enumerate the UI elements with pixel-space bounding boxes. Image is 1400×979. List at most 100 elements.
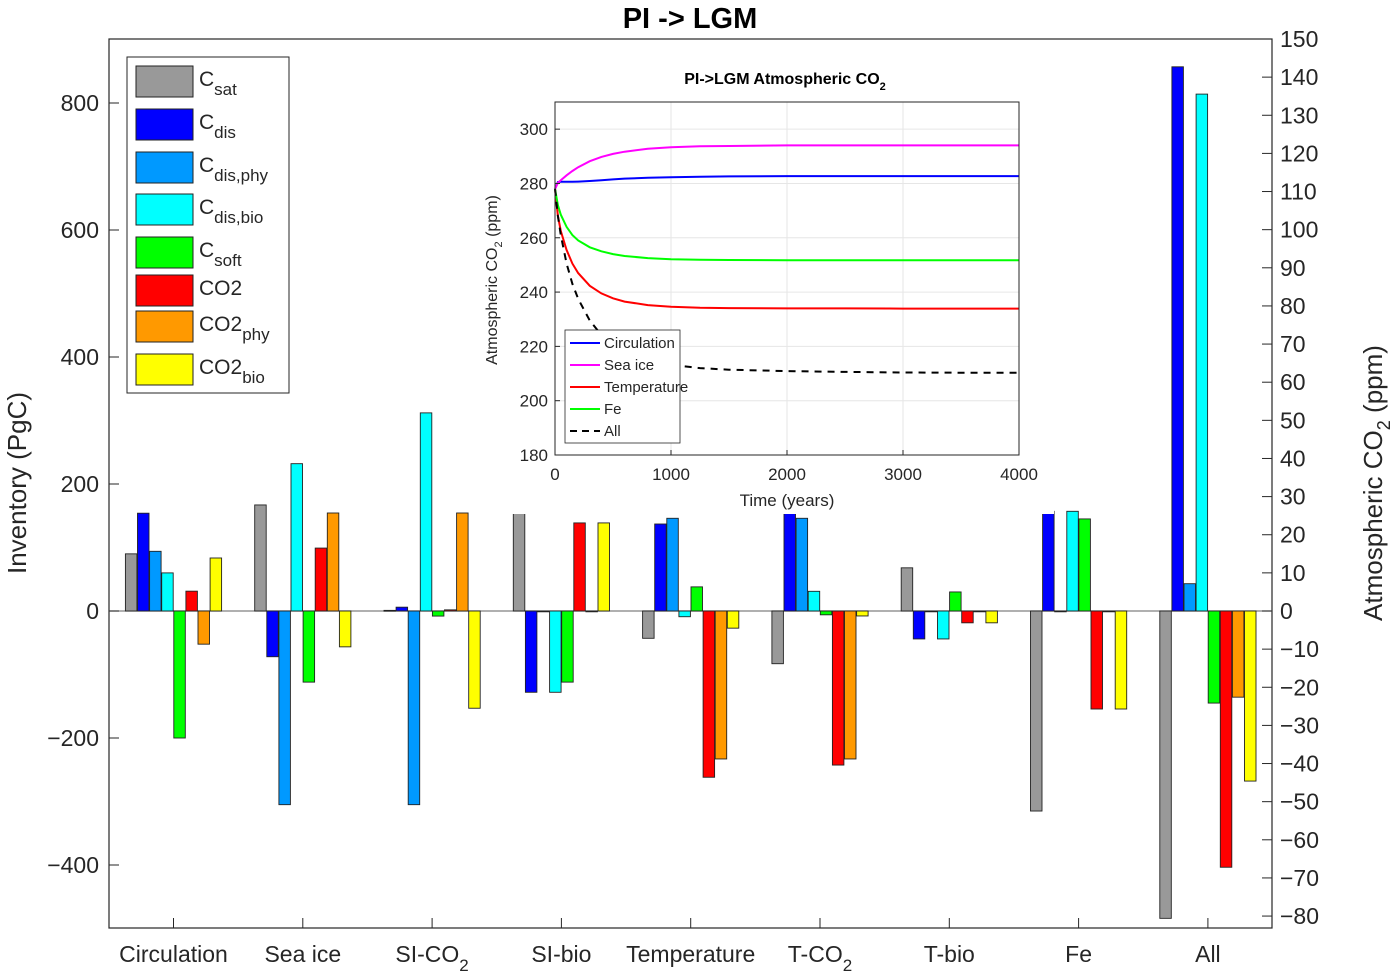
legend-label: Csat bbox=[199, 68, 237, 99]
inset-line-fe bbox=[554, 188, 1019, 262]
right-y-tick-label: 70 bbox=[1280, 331, 1306, 357]
x-tick-label-main: T-bio bbox=[924, 941, 975, 967]
right-y-tick-label: −70 bbox=[1280, 865, 1319, 891]
bar-co2 bbox=[444, 609, 457, 612]
inset-legend-label: Circulation bbox=[604, 335, 675, 352]
right-y-tick-label: 140 bbox=[1280, 64, 1318, 90]
bar-co2 bbox=[1219, 610, 1233, 868]
bar-co2phy bbox=[844, 610, 857, 760]
inset-y-tick-label: 200 bbox=[520, 392, 548, 411]
inset-line-circulation bbox=[554, 175, 1019, 190]
bar-co2 bbox=[185, 590, 198, 612]
right-y-tick-label: 100 bbox=[1280, 217, 1318, 243]
bar-co2bio bbox=[726, 610, 740, 629]
legend-label-sub: bio bbox=[242, 368, 265, 387]
inset-y-tick-label: 220 bbox=[520, 337, 548, 356]
bar-csat bbox=[771, 610, 784, 665]
x-tick-label: Temperature bbox=[626, 941, 755, 967]
right-y-tick-label: 20 bbox=[1280, 522, 1306, 548]
right-y-axis: −80 −70 −60 −50 −40 −30 −20 −10 0 10 20 30 40 50 60 70 8… bbox=[1262, 26, 1319, 929]
left-y-tick-label: −200 bbox=[47, 725, 99, 751]
inset-y-label-suffix: (ppm) bbox=[484, 195, 501, 241]
right-y-tick-label: −20 bbox=[1280, 674, 1319, 700]
left-y-axis-label: Inventory (PgC) bbox=[2, 392, 32, 574]
x-tick-label: Sea ice bbox=[264, 941, 341, 967]
legend-label-sub: dis,bio bbox=[214, 208, 263, 227]
bar-csat bbox=[1159, 610, 1172, 919]
bar-csoft bbox=[1078, 518, 1091, 612]
bar-csoft bbox=[819, 610, 833, 616]
x-tick-label-sub: 2 bbox=[459, 956, 468, 975]
x-tick-label-main: Fe bbox=[1065, 941, 1092, 967]
x-tick-label: T-CO2 bbox=[788, 941, 852, 975]
bar-csoft bbox=[431, 610, 445, 617]
bar-cdis bbox=[1042, 510, 1055, 612]
right-y-tick-label: −60 bbox=[1280, 827, 1319, 853]
bar-csat bbox=[512, 510, 526, 612]
bar-co2 bbox=[573, 522, 586, 612]
inset-chart: PI->LGM Atmospheric CO2 0 1000 2000 3000 400… bbox=[474, 62, 1054, 514]
right-y-tick-label: 90 bbox=[1280, 255, 1306, 281]
legend-label-sub: soft bbox=[214, 251, 242, 270]
right-y-tick-label: −40 bbox=[1280, 751, 1319, 777]
bar-cdisphy bbox=[1054, 610, 1067, 613]
inset-y-tick-label: 180 bbox=[520, 446, 548, 465]
right-y-tick-label: 130 bbox=[1280, 102, 1318, 128]
bar-cdisphy bbox=[278, 610, 291, 806]
right-y-tick-label: −30 bbox=[1280, 712, 1319, 738]
legend-swatch bbox=[135, 274, 194, 307]
x-tick-label: Fe bbox=[1065, 941, 1092, 967]
x-tick-label: SI-CO2 bbox=[395, 941, 468, 975]
legend-label: CO2phy bbox=[199, 313, 270, 344]
bar-cdisphy bbox=[537, 610, 550, 613]
bar-co2bio bbox=[985, 610, 998, 624]
inset-x-tick-label: 4000 bbox=[1000, 465, 1038, 484]
bar-cdis bbox=[395, 606, 409, 612]
inset-x-axis-label: Time (years) bbox=[740, 491, 835, 510]
bar-co2bio bbox=[468, 610, 481, 709]
bar-cdis bbox=[137, 512, 150, 612]
right-y-label-main: Atmospheric CO bbox=[1358, 430, 1388, 621]
inset-y-label-sub: 2 bbox=[493, 241, 505, 247]
legend-label-main: CO2 bbox=[199, 277, 242, 300]
bar-cdisphy bbox=[407, 610, 421, 806]
inset-legend-label: Sea ice bbox=[604, 357, 654, 374]
right-y-tick-label: 0 bbox=[1280, 598, 1293, 624]
bar-csat bbox=[383, 609, 396, 612]
right-y-label-suffix: (ppm) bbox=[1358, 345, 1388, 420]
bar-cdisphy bbox=[149, 550, 162, 612]
left-y-tick-label: 800 bbox=[61, 90, 99, 116]
bar-legend: CsatCdisCdis,phyCdis,bioCsoftCO2CO2phyCO… bbox=[126, 56, 290, 394]
inset-y-tick-label: 260 bbox=[520, 229, 548, 248]
bar-cdisphy bbox=[795, 517, 809, 612]
legend-swatch bbox=[135, 310, 194, 343]
right-y-tick-label: 10 bbox=[1280, 560, 1306, 586]
x-tick-label-main: Sea ice bbox=[264, 941, 341, 967]
bar-cdis bbox=[266, 610, 279, 658]
inset-y-tick-label: 300 bbox=[520, 120, 548, 139]
left-y-tick-label: 0 bbox=[86, 598, 99, 624]
bar-cdisbio bbox=[1066, 510, 1079, 612]
inset-y-axis-label: Atmospheric CO2 (ppm) bbox=[484, 195, 505, 365]
inset-x-tick-label: 1000 bbox=[652, 465, 690, 484]
legend-label: CO2bio bbox=[199, 356, 265, 387]
inset-x-tick-label: 0 bbox=[550, 465, 559, 484]
bar-co2phy bbox=[585, 610, 598, 613]
inset-legend: Circulation Sea ice Temperature Fe All bbox=[564, 329, 688, 444]
bar-cdisbio bbox=[290, 463, 303, 612]
bar-co2 bbox=[1090, 610, 1103, 710]
bar-csoft bbox=[690, 586, 703, 612]
bar-co2bio bbox=[1114, 610, 1128, 710]
bar-cdis bbox=[912, 610, 926, 640]
bar-co2phy bbox=[1231, 610, 1245, 698]
left-y-tick-label: −400 bbox=[47, 852, 99, 878]
bar-cdis bbox=[1171, 66, 1184, 612]
legend-label-sub: dis bbox=[214, 123, 236, 142]
x-tick-label: All bbox=[1195, 941, 1221, 967]
legend-swatch bbox=[135, 353, 194, 386]
legend-swatch bbox=[135, 236, 194, 269]
inset-y-label-main: Atmospheric CO bbox=[484, 247, 501, 364]
legend-swatch bbox=[135, 65, 194, 98]
x-tick-label: T-bio bbox=[924, 941, 975, 967]
